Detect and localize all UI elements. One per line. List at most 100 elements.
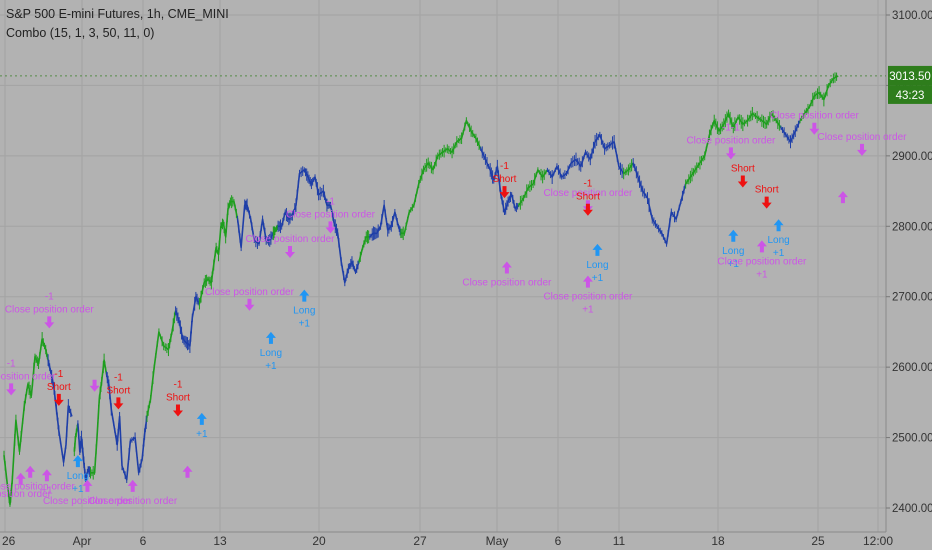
signal-close[interactable]: -1-1 Close position order	[686, 122, 776, 160]
symbol-title[interactable]: S&P 500 E-mini Futures, 1h, CME_MINI	[6, 7, 229, 21]
signal-arrow-icon	[837, 191, 848, 204]
signal-long[interactable]: Long +1	[586, 243, 609, 284]
signal-label: Close position order	[205, 287, 295, 298]
signal-long[interactable]: Long +1	[722, 229, 744, 270]
signal-long[interactable]: +1	[196, 412, 208, 440]
signal-arrow-icon	[41, 469, 52, 482]
signal-label: Close position order	[246, 234, 336, 245]
signal-short[interactable]: -1 Short	[106, 372, 131, 410]
signal-close[interactable]: +1	[41, 469, 53, 496]
signal-arrow-icon	[196, 412, 207, 425]
x-tick-label: 18	[711, 534, 725, 548]
y-tick-label: 2800.00	[892, 221, 932, 233]
signal-close[interactable]	[837, 191, 848, 204]
signal-quantity: +1	[728, 259, 740, 270]
signal-quantity: +1	[72, 484, 84, 495]
signal-label: Close position order	[717, 256, 807, 267]
x-tick-label: 6	[555, 534, 562, 548]
signal-label: Close position order	[0, 482, 75, 493]
signal-close[interactable]: Close position order+1	[717, 240, 807, 280]
signal-quantity: -1	[114, 372, 123, 383]
signal-close[interactable]: Close position order	[818, 132, 908, 156]
signal-label: Close position order	[0, 371, 56, 382]
signal-close[interactable]: Close position order	[462, 261, 552, 289]
signal-arrow-icon	[582, 275, 593, 288]
countdown-badge	[888, 85, 932, 104]
signal-quantity: -1	[583, 179, 592, 190]
signal-label: Close position order	[770, 111, 860, 122]
signal-quantity: +1	[592, 273, 604, 284]
y-tick-label: 3100.00	[892, 10, 932, 22]
y-tick-label: 2400.00	[892, 503, 932, 515]
signal-close[interactable]: -1 Close position order	[0, 358, 56, 396]
indicator-title[interactable]: Combo (15, 1, 3, 50, 11, 0)	[6, 26, 155, 40]
signal-close[interactable]	[89, 379, 100, 392]
signal-arrow-icon	[265, 331, 276, 344]
x-tick-label: 27	[413, 534, 427, 548]
signal-close[interactable]: Close position order	[205, 287, 295, 311]
signal-long[interactable]: Long +1	[67, 455, 89, 495]
signal-arrow-icon	[299, 289, 310, 302]
signal-close[interactable]	[182, 465, 193, 478]
signal-label: Long	[260, 348, 282, 359]
signal-short[interactable]: -1 Short	[47, 369, 71, 406]
signal-label: Close position order	[543, 188, 633, 199]
signal-quantity: -1	[54, 369, 63, 380]
signal-arrow-icon	[501, 261, 512, 274]
signal-long[interactable]: Long +1	[293, 289, 315, 330]
signal-label: Short	[731, 164, 755, 175]
signal-label: Short	[106, 385, 130, 396]
price-line-segment-down	[174, 295, 201, 347]
signal-short[interactable]: -1 Short	[493, 161, 517, 199]
signal-arrow-icon	[6, 383, 17, 396]
signal-short[interactable]: -1 Short	[576, 179, 600, 216]
signal-close[interactable]: -1 Close position order	[286, 196, 376, 234]
signal-short[interactable]: Short	[755, 185, 779, 209]
y-tick-label: 2900.00	[892, 151, 932, 163]
last-price-label: 3013.50	[889, 71, 931, 83]
signal-label: Close position order	[88, 496, 178, 507]
signal-arrow-icon	[728, 229, 739, 242]
signal-close[interactable]: Close position order	[770, 111, 860, 135]
y-tick-label: 2500.00	[892, 433, 932, 445]
x-tick-label: 25	[811, 534, 825, 548]
y-tick-label: 2600.00	[892, 362, 932, 374]
signal-short[interactable]: Short	[731, 164, 755, 188]
signal-label: Short	[755, 185, 779, 196]
signal-label: Long	[586, 260, 608, 271]
signal-quantity: -1	[7, 358, 16, 369]
signal-close[interactable]: Close position order	[88, 479, 178, 507]
signal-close[interactable]: -1 Close position order	[5, 291, 95, 329]
signal-arrow-icon	[285, 245, 295, 258]
x-tick-label: 12:00	[863, 534, 893, 548]
signal-arrow-icon	[127, 479, 138, 492]
x-tick-label: 6	[140, 534, 147, 548]
signal-quantity: -1	[174, 379, 183, 390]
signal-long[interactable]: Long +1	[767, 219, 790, 259]
signal-close[interactable]: Close position order	[0, 465, 75, 493]
x-tick-label: May	[486, 534, 509, 548]
signal-close[interactable]: Close position order	[246, 234, 336, 258]
signal-label: Short	[576, 192, 600, 203]
signal-close[interactable]: position order	[0, 472, 52, 500]
signal-label: Close position order	[462, 278, 552, 289]
signal-arrow-icon	[72, 455, 83, 468]
signal-close[interactable]: Close position order+1	[543, 275, 633, 316]
x-tick-label: 11	[613, 534, 626, 548]
signal-label: Short	[166, 392, 190, 403]
signal-close[interactable]: Close position order	[43, 479, 133, 507]
signal-long[interactable]: Long +1	[260, 331, 282, 372]
signal-arrow-icon	[592, 243, 603, 256]
signal-arrow-icon	[15, 472, 26, 485]
signal-label: Short	[47, 382, 71, 393]
signal-arrow-icon	[182, 465, 193, 478]
signal-label: Long	[67, 471, 89, 482]
signal-short[interactable]: -1 Short	[166, 379, 190, 417]
signal-arrow-icon	[499, 186, 510, 199]
signal-quantity: -1-1	[722, 122, 740, 133]
price-line-segment-down	[369, 204, 402, 238]
signal-arrow-icon	[756, 240, 767, 253]
signal-label: Long	[722, 246, 744, 257]
